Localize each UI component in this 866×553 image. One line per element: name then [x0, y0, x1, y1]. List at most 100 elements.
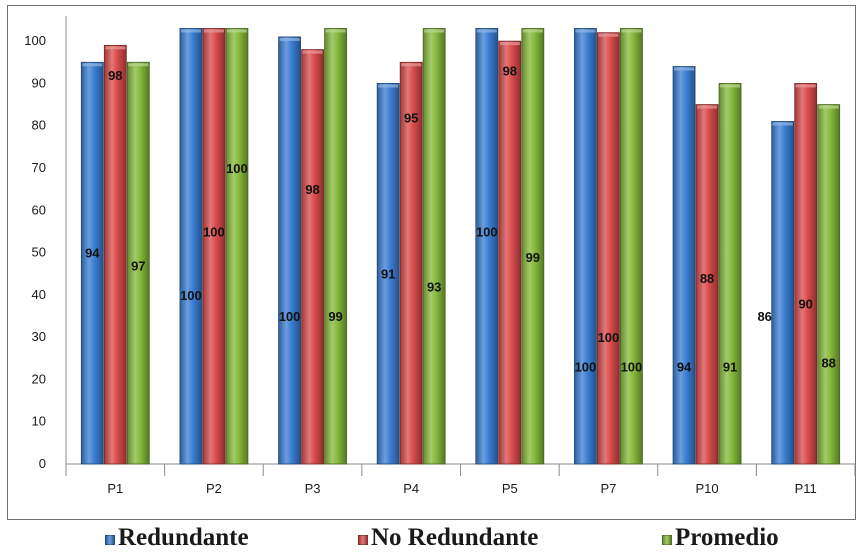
bar-highlight — [82, 63, 103, 67]
bar-redundante-p5 — [475, 28, 499, 465]
bar-highlight — [302, 50, 323, 54]
bar-highlight — [325, 29, 346, 33]
bar-chart: 0 10 20 30 40 50 60 70 80 90 100 P1 P2 P3 P4 P5 P7 P10 P11… — [24, 16, 856, 496]
bar-no-redundante-p7 — [597, 32, 620, 465]
bar-no-redundante-p4 — [399, 61, 423, 465]
data-label-promedio-p1: 97 — [131, 258, 145, 273]
data-label-redundante-p4: 91 — [381, 267, 395, 282]
x-tick-label: P3 — [305, 481, 321, 496]
bar-highlight — [378, 84, 399, 88]
legend-swatch — [662, 535, 672, 545]
y-tick-label: 80 — [32, 118, 46, 133]
chart-frame: 0 10 20 30 40 50 60 70 80 90 100 P1 P2 P3 P4 P5 P7 P10 P11… — [7, 5, 856, 520]
bar-redundante-p4 — [376, 83, 400, 465]
bar-promedio-p2 — [225, 28, 249, 465]
x-tick-label: P1 — [107, 481, 123, 496]
bar-redundante-p2 — [179, 28, 203, 465]
bar-highlight — [575, 29, 596, 33]
bar-highlight — [772, 122, 793, 126]
bar-promedio-p5 — [521, 28, 545, 465]
bar-highlight — [621, 29, 642, 33]
bar-redundante-p11 — [771, 121, 795, 465]
data-label-promedio-p4: 93 — [427, 279, 441, 294]
x-tick-label: P5 — [502, 481, 518, 496]
data-label-redundante-p5: 100 — [476, 224, 498, 239]
data-label-no-redundante-p2: 100 — [203, 224, 225, 239]
data-label-redundante-p10: 94 — [677, 360, 692, 375]
data-label-promedio-p11: 88 — [821, 356, 835, 371]
legend-item-redundante: Redundante — [105, 524, 249, 552]
legend-label: No Redundante — [371, 524, 539, 551]
x-tick-label: P10 — [695, 481, 718, 496]
y-tick-label: 20 — [32, 371, 46, 386]
y-tick-label: 40 — [32, 287, 46, 302]
bar-no-redundante-p2 — [202, 28, 226, 465]
bar-highlight — [226, 29, 247, 33]
data-label-redundante-p3: 100 — [279, 309, 301, 324]
data-label-no-redundante-p4: 95 — [404, 110, 418, 125]
x-tick-label: P7 — [600, 481, 616, 496]
bar-redundante-p1 — [80, 61, 104, 465]
data-label-redundante-p7: 100 — [575, 360, 597, 375]
bar-highlight — [697, 105, 718, 109]
data-label-no-redundante-p10: 88 — [700, 271, 714, 286]
bar-promedio-p1 — [126, 61, 150, 465]
bar-highlight — [499, 42, 520, 46]
bar-promedio-p4 — [422, 28, 446, 465]
legend-label: Promedio — [675, 524, 779, 551]
bar-highlight — [522, 29, 543, 33]
x-tick-label: P4 — [403, 481, 419, 496]
data-label-no-redundante-p7: 100 — [598, 330, 620, 345]
y-tick-label: 30 — [32, 329, 46, 344]
bar-highlight — [279, 37, 300, 41]
bar-highlight — [401, 63, 422, 67]
data-label-redundante-p11: 86 — [757, 309, 771, 324]
data-label-promedio-p7: 100 — [621, 360, 643, 375]
legend-item-promedio: Promedio — [662, 524, 779, 552]
legend-swatch — [105, 535, 115, 545]
bar-highlight — [674, 67, 695, 71]
bar-promedio-p3 — [324, 28, 347, 465]
bar-highlight — [598, 33, 619, 37]
y-tick-label: 100 — [24, 33, 46, 48]
bar-promedio-p7 — [620, 28, 643, 465]
data-label-no-redundante-p5: 98 — [503, 64, 517, 79]
y-tick-label: 10 — [32, 414, 46, 429]
bar-no-redundante-p10 — [695, 104, 719, 465]
data-label-no-redundante-p1: 98 — [108, 68, 122, 83]
data-label-redundante-p1: 94 — [85, 246, 100, 261]
bar-no-redundante-p1 — [103, 44, 127, 465]
y-tick-label: 70 — [32, 160, 46, 175]
legend-label: Redundante — [118, 524, 249, 551]
data-label-promedio-p3: 99 — [328, 309, 342, 324]
legend: Redundante No Redundante Promedio — [0, 524, 866, 553]
y-tick-label: 90 — [32, 75, 46, 90]
bar-highlight — [818, 105, 839, 109]
data-label-no-redundante-p11: 90 — [798, 296, 812, 311]
bar-redundante-p7 — [574, 28, 597, 465]
bar-no-redundante-p3 — [301, 49, 324, 465]
bar-highlight — [795, 84, 816, 88]
legend-swatch — [358, 535, 368, 545]
bar-highlight — [105, 46, 126, 50]
data-label-promedio-p10: 91 — [723, 360, 737, 375]
bar-highlight — [128, 63, 149, 67]
bar-highlight — [424, 29, 445, 33]
bar-highlight — [476, 29, 497, 33]
bar-redundante-p3 — [278, 36, 301, 465]
bar-promedio-p10 — [718, 83, 742, 465]
data-label-promedio-p2: 100 — [226, 161, 248, 176]
bar-highlight — [720, 84, 741, 88]
y-tick-label: 60 — [32, 202, 46, 217]
bar-no-redundante-p5 — [498, 40, 522, 465]
legend-item-no-redundante: No Redundante — [358, 524, 538, 552]
y-tick-label: 50 — [32, 245, 46, 260]
data-label-redundante-p2: 100 — [180, 288, 202, 303]
data-label-no-redundante-p3: 98 — [305, 182, 319, 197]
bar-promedio-p11 — [817, 104, 841, 465]
bar-no-redundante-p11 — [794, 83, 818, 465]
bar-highlight — [203, 29, 224, 33]
bar-highlight — [180, 29, 201, 33]
bar-redundante-p10 — [672, 66, 696, 465]
data-label-promedio-p5: 99 — [526, 250, 540, 265]
